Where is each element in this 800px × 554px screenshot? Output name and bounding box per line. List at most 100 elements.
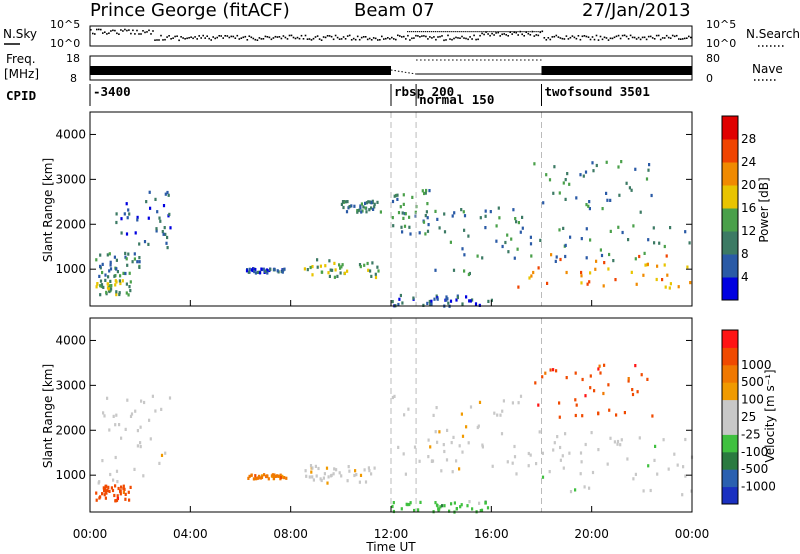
echo-cell <box>552 368 555 372</box>
echo-cell <box>332 472 335 476</box>
echo-cell <box>342 205 345 210</box>
noise-point <box>194 36 196 38</box>
echo-cell <box>340 265 343 269</box>
x-tick-label: 00:00 <box>73 527 108 541</box>
echo-cell <box>589 238 592 242</box>
noise-point <box>96 28 98 31</box>
noise-point <box>372 37 375 39</box>
echo-cell <box>468 500 471 504</box>
colorbar-segment <box>722 451 738 470</box>
noise-point <box>425 35 427 38</box>
echo-cell <box>598 364 601 368</box>
echo-cell <box>376 200 379 204</box>
colorbar-segment <box>722 277 738 301</box>
search-noise-point <box>507 31 509 33</box>
noise-point <box>108 32 110 34</box>
noise-point <box>98 28 100 31</box>
noise-point <box>477 38 479 41</box>
echo-cell <box>463 253 466 257</box>
noise-point <box>246 39 249 41</box>
noise-point <box>617 34 620 37</box>
echo-cell <box>102 486 105 490</box>
echo-cell <box>418 459 421 463</box>
freq-trace <box>90 59 692 75</box>
echo-cell <box>461 450 464 454</box>
echo-cell <box>497 206 500 210</box>
noise-point <box>621 34 624 37</box>
noise-point <box>447 34 449 37</box>
echo-cell <box>580 460 583 464</box>
echo-cell <box>139 445 142 449</box>
noise-point <box>104 31 106 33</box>
noise-point <box>487 33 489 35</box>
velocity-y-ticks: 1000 2000 3000 4000 <box>55 333 692 482</box>
echo-cell <box>436 217 439 221</box>
echo-cell <box>245 269 249 273</box>
echo-cell <box>373 466 376 470</box>
echo-cell <box>474 302 478 306</box>
noise-point <box>328 35 331 37</box>
echo-cell <box>564 254 567 259</box>
echo-cell <box>479 216 482 220</box>
echo-cell <box>328 259 331 263</box>
search-noise-point <box>431 31 433 33</box>
echo-cell <box>319 477 322 481</box>
search-noise-point <box>471 31 473 33</box>
echo-cell <box>423 191 426 196</box>
echo-cell <box>166 190 169 195</box>
velocity-colorbar-label: Velocity [m s⁻¹] <box>763 369 777 462</box>
echo-cell <box>368 208 371 212</box>
echo-cell <box>655 277 658 282</box>
noise-point <box>567 38 570 40</box>
echo-cell <box>169 226 172 230</box>
echo-cell <box>481 256 484 260</box>
echo-cell <box>128 271 131 275</box>
echo-cell <box>129 485 132 489</box>
echo-cell <box>312 478 315 482</box>
echo-cell <box>109 472 112 477</box>
search-noise-point <box>453 31 455 33</box>
echo-cell <box>151 394 154 398</box>
search-noise-point <box>527 31 529 33</box>
echo-cell <box>363 263 366 267</box>
echo-cell <box>407 407 410 411</box>
echo-cell <box>108 289 111 294</box>
search-noise-point <box>455 31 457 33</box>
echo-cell <box>606 198 609 202</box>
noise-point <box>573 36 576 39</box>
noise-point <box>669 37 672 39</box>
noise-point <box>148 29 150 32</box>
colorbar-tick-label: 20 <box>741 178 756 192</box>
echo-cell <box>147 242 150 246</box>
noise-point <box>407 34 409 37</box>
echo-cell <box>127 293 130 297</box>
echo-cell <box>346 200 349 204</box>
echo-cell <box>340 474 343 478</box>
echo-cell <box>255 477 258 481</box>
velocity-xlabel: Time UT <box>365 540 416 554</box>
noise-point <box>419 36 421 38</box>
echo-cell <box>311 466 314 470</box>
echo-cell <box>164 451 167 455</box>
cpid-entry: twofsound 3501 <box>545 84 650 99</box>
noise-point <box>230 35 233 38</box>
noise-point <box>234 37 237 39</box>
echo-cell <box>95 491 98 495</box>
echo-cell <box>500 432 504 436</box>
echo-cell <box>120 217 123 221</box>
echo-cell <box>527 464 530 468</box>
echo-cell <box>484 209 487 213</box>
echo-cell <box>395 193 398 198</box>
noise-point <box>535 34 538 36</box>
noise-point <box>429 36 431 38</box>
noise-point <box>238 38 241 40</box>
noise-point <box>284 36 287 39</box>
echo-cell <box>667 467 670 471</box>
echo-cell <box>359 473 363 477</box>
colorbar-tick-label: -1000 <box>741 480 776 494</box>
echo-cell <box>113 274 116 278</box>
echo-cell <box>644 263 647 267</box>
echo-cell <box>585 227 588 231</box>
echo-cell <box>607 267 610 271</box>
